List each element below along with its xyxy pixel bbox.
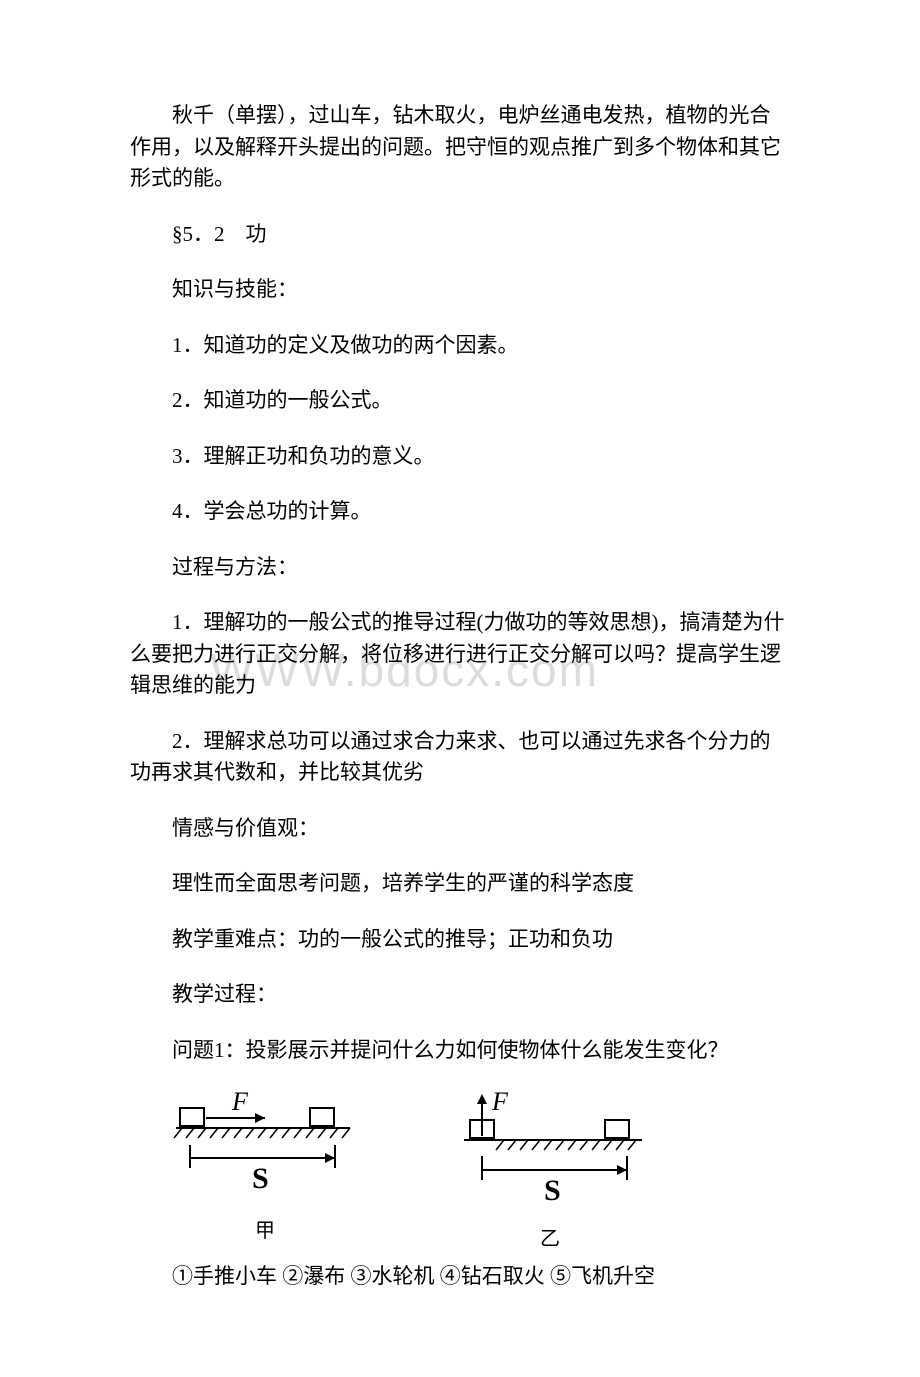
knowledge-item-1: 1．知道功的定义及做功的两个因素。 <box>130 330 790 362</box>
emotion-heading: 情感与价值观： <box>130 813 790 845</box>
diagram-yi-caption: 乙 <box>540 1222 560 1251</box>
diagram-jia-svg: F <box>170 1090 360 1210</box>
label-s-2: S <box>544 1174 561 1207</box>
numbered-list: ①手推小车 ②瀑布 ③水轮机 ④钻石取火 ⑤飞机升空 <box>130 1261 790 1293</box>
label-f: F <box>231 1090 249 1116</box>
section-title: §5．2 功 <box>130 219 790 251</box>
diagram-jia: F <box>170 1090 360 1251</box>
process-item-1: 1．理解功的一般公式的推导过程(力做功的等效思想)，搞清楚为什么要把力进行正交分… <box>130 607 790 702</box>
knowledge-heading: 知识与技能： <box>130 274 790 306</box>
label-f-2: F <box>491 1090 509 1116</box>
process-heading-2: 教学过程： <box>130 979 790 1011</box>
knowledge-item-2: 2．知道功的一般公式。 <box>130 385 790 417</box>
diagram-jia-caption: 甲 <box>255 1214 275 1243</box>
label-s: S <box>252 1162 269 1195</box>
process-heading: 过程与方法： <box>130 552 790 584</box>
diagram-yi: F <box>450 1090 650 1251</box>
emotion-item-1: 理性而全面思考问题，培养学生的严谨的科学态度 <box>130 868 790 900</box>
process-item-2: 2．理解求总功可以通过求合力来求、也可以通过先求各个分力的功再求其代数和，并比较… <box>130 726 790 789</box>
difficulty-line: 教学重难点：功的一般公式的推导；正功和负功 <box>130 924 790 956</box>
diagram-row: F <box>170 1090 790 1251</box>
question-1: 问题1：投影展示并提问什么力如何使物体什么能发生变化？ <box>130 1035 790 1067</box>
knowledge-item-4: 4．学会总功的计算。 <box>130 496 790 528</box>
intro-paragraph: 秋千（单摆），过山车，钻木取火，电炉丝通电发热，植物的光合作用，以及解释开头提出… <box>130 100 790 195</box>
knowledge-item-3: 3．理解正功和负功的意义。 <box>130 441 790 473</box>
diagram-yi-svg: F <box>450 1090 650 1218</box>
